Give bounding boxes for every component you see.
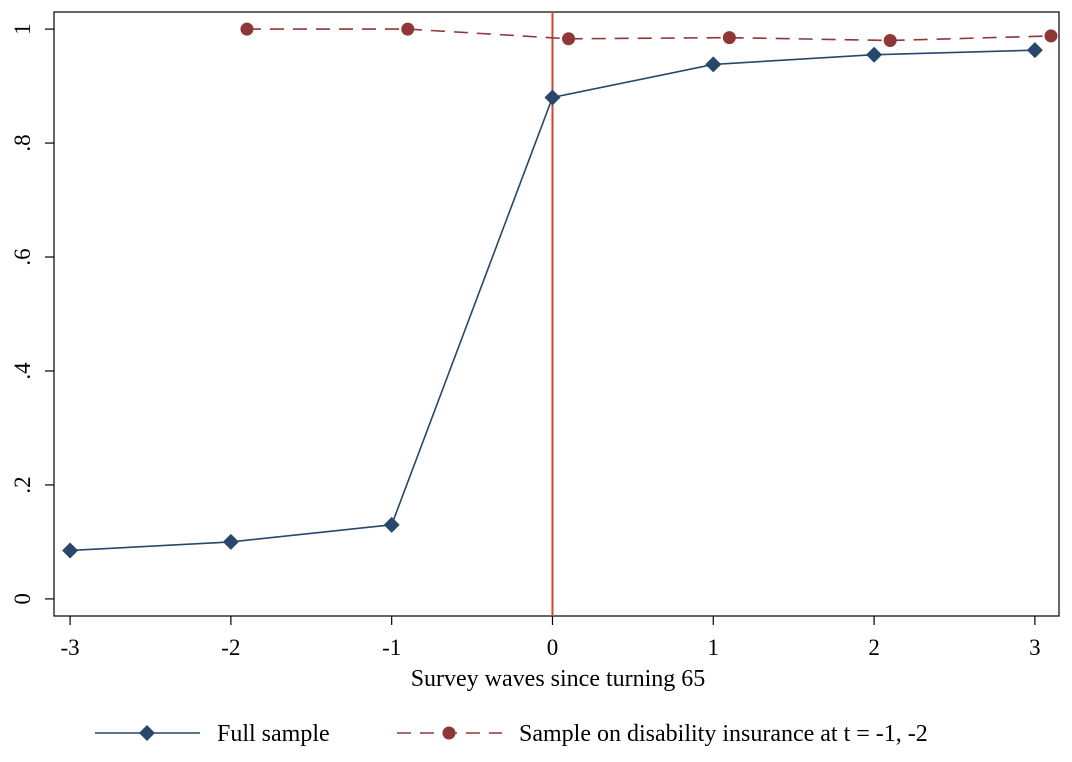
series-layer [62, 22, 1058, 559]
y-tick-label: .6 [10, 248, 35, 265]
data-point [705, 56, 722, 73]
legend-marker [442, 726, 456, 740]
legend-label: Sample on disability insurance at t = -1… [519, 721, 928, 747]
x-tick-label: -1 [382, 635, 401, 660]
data-point [544, 89, 561, 106]
x-tick-label: 2 [868, 635, 880, 660]
data-point [401, 22, 415, 36]
x-tick-label: 3 [1029, 635, 1041, 660]
legend-entry: Sample on disability insurance at t = -1… [397, 721, 928, 747]
x-tick-label: -2 [221, 635, 240, 660]
legend-label: Full sample [217, 721, 330, 747]
y-tick-label: 1 [10, 23, 35, 34]
data-point [1044, 29, 1058, 43]
data-point [562, 32, 576, 46]
y-tick-label: .2 [10, 476, 35, 493]
legend-entry: Full sample [95, 721, 330, 747]
data-point [222, 533, 239, 550]
x-tick-label: -3 [60, 635, 79, 660]
data-point [883, 33, 897, 47]
y-tick-label: .4 [10, 362, 35, 380]
x-axis-title: Survey waves since turning 65 [411, 666, 706, 692]
x-tick-label: 1 [708, 635, 720, 660]
data-point [1026, 42, 1043, 59]
series-line [246, 28, 1051, 42]
y-axis: 0 .2 .4 .6 .8 1 [10, 23, 54, 605]
data-point [866, 46, 883, 63]
plot-frame [53, 11, 1060, 617]
series-2 [240, 22, 1058, 47]
series-1 [62, 42, 1043, 559]
x-axis: -3 -2 -1 0 1 2 3 [60, 616, 1041, 660]
y-tick-label: .8 [10, 134, 35, 151]
data-point [383, 516, 400, 533]
legend-marker [139, 725, 155, 741]
x-tick-label: 0 [547, 635, 559, 660]
data-point [62, 542, 79, 559]
data-point [240, 22, 254, 36]
y-tick-label: 0 [10, 593, 35, 605]
data-point [722, 31, 736, 45]
legend: Full sample Sample on disability insuranc… [95, 721, 928, 747]
